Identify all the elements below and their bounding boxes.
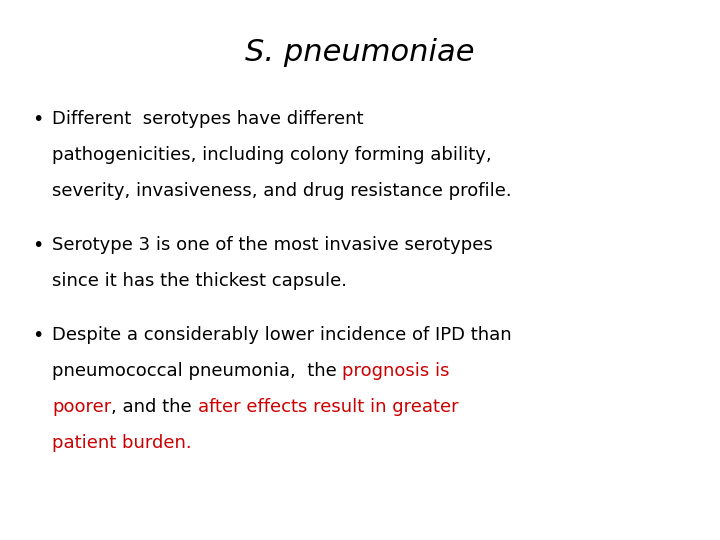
Text: Serotype 3 is one of the most invasive serotypes: Serotype 3 is one of the most invasive s… <box>52 236 492 254</box>
Text: •: • <box>32 236 43 255</box>
Text: •: • <box>32 110 43 129</box>
Text: pathogenicities, including colony forming ability,: pathogenicities, including colony formin… <box>52 146 492 164</box>
Text: prognosis is: prognosis is <box>343 362 450 380</box>
Text: patient burden.: patient burden. <box>52 434 192 452</box>
Text: pneumococcal pneumonia,  the: pneumococcal pneumonia, the <box>52 362 343 380</box>
Text: •: • <box>32 326 43 345</box>
Text: Different  serotypes have different: Different serotypes have different <box>52 110 364 128</box>
Text: poorer: poorer <box>52 398 112 416</box>
Text: , and the: , and the <box>112 398 197 416</box>
Text: Despite a considerably lower incidence of IPD than: Despite a considerably lower incidence o… <box>52 326 512 344</box>
Text: severity, invasiveness, and drug resistance profile.: severity, invasiveness, and drug resista… <box>52 182 512 200</box>
Text: S. pneumoniae: S. pneumoniae <box>246 38 474 67</box>
Text: since it has the thickest capsule.: since it has the thickest capsule. <box>52 272 347 290</box>
Text: after effects result in greater: after effects result in greater <box>197 398 458 416</box>
